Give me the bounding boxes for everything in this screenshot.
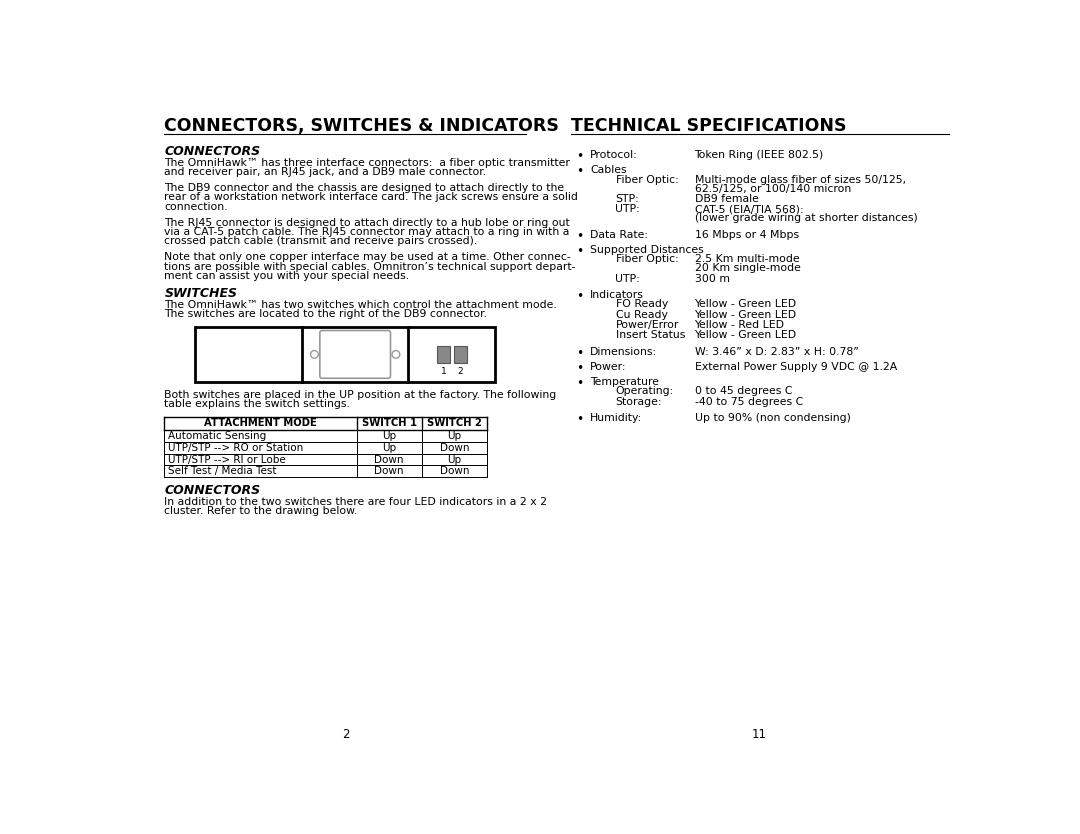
Text: The switches are located to the right of the DB9 connector.: The switches are located to the right of… (164, 309, 487, 319)
Text: -40 to 75 degrees C: -40 to 75 degrees C (694, 396, 802, 406)
Text: cluster. Refer to the drawing below.: cluster. Refer to the drawing below. (164, 506, 357, 516)
Text: 1: 1 (441, 367, 446, 375)
Text: Power/Error: Power/Error (616, 319, 679, 329)
Text: CONNECTORS: CONNECTORS (164, 484, 260, 496)
Text: Storage:: Storage: (616, 396, 662, 406)
Text: 11: 11 (752, 727, 767, 741)
Text: 2.5 Km multi-mode: 2.5 Km multi-mode (694, 254, 799, 264)
Text: The OmniHawk™ has two switches which control the attachment mode.: The OmniHawk™ has two switches which con… (164, 300, 557, 310)
Circle shape (311, 350, 319, 359)
Text: UTP:: UTP: (616, 204, 640, 214)
Text: Token Ring (IEEE 802.5): Token Ring (IEEE 802.5) (694, 150, 824, 160)
Text: Note that only one copper interface may be used at a time. Other connec-: Note that only one copper interface may … (164, 252, 571, 262)
Text: •: • (577, 413, 583, 426)
Text: 2: 2 (341, 727, 349, 741)
Text: Humidity:: Humidity: (590, 413, 643, 423)
Circle shape (392, 350, 400, 359)
Bar (437, 346, 449, 363)
Text: Down: Down (375, 455, 404, 465)
Text: •: • (577, 362, 583, 374)
Text: Yellow - Green LED: Yellow - Green LED (694, 330, 797, 340)
Text: 62.5/125, or 100/140 micron: 62.5/125, or 100/140 micron (694, 183, 851, 193)
Text: Down: Down (375, 466, 404, 476)
Text: STP:: STP: (616, 194, 639, 204)
Text: Power:: Power: (590, 362, 626, 372)
Text: via a CAT-5 patch cable. The RJ45 connector may attach to a ring in with a: via a CAT-5 patch cable. The RJ45 connec… (164, 227, 570, 237)
Text: 0 to 45 degrees C: 0 to 45 degrees C (694, 386, 792, 396)
Text: UTP:: UTP: (616, 274, 640, 284)
Text: 16 Mbps or 4 Mbps: 16 Mbps or 4 Mbps (694, 230, 799, 240)
Text: Supported Distances: Supported Distances (590, 245, 704, 255)
Text: The OmniHawk™ has three interface connectors:  a fiber optic transmitter: The OmniHawk™ has three interface connec… (164, 158, 570, 168)
Text: •: • (577, 165, 583, 178)
Text: Temperature: Temperature (590, 377, 659, 387)
Text: Operating:: Operating: (616, 386, 674, 396)
Text: Data Rate:: Data Rate: (590, 230, 648, 240)
Text: Down: Down (440, 443, 469, 453)
Text: Down: Down (440, 466, 469, 476)
Text: 20 Km single-mode: 20 Km single-mode (694, 264, 800, 274)
FancyBboxPatch shape (320, 330, 391, 379)
Text: (lower grade wiring at shorter distances): (lower grade wiring at shorter distances… (694, 214, 917, 224)
Text: connection.: connection. (164, 202, 228, 212)
Text: Cables: Cables (590, 165, 626, 175)
Text: CONNECTORS, SWITCHES & INDICATORS: CONNECTORS, SWITCHES & INDICATORS (164, 117, 559, 135)
Text: rear of a workstation network interface card. The jack screws ensure a solid: rear of a workstation network interface … (164, 193, 578, 203)
Text: Fiber Optic:: Fiber Optic: (616, 254, 678, 264)
Text: Up: Up (447, 455, 461, 465)
Text: DB9 female: DB9 female (694, 194, 758, 204)
Text: ATTACHMENT MODE: ATTACHMENT MODE (204, 418, 316, 428)
Text: •: • (577, 230, 583, 243)
Text: •: • (577, 346, 583, 359)
Text: Up: Up (447, 430, 461, 440)
Text: and receiver pair, an RJ45 jack, and a DB9 male connector.: and receiver pair, an RJ45 jack, and a D… (164, 167, 487, 177)
Text: •: • (577, 377, 583, 390)
Text: Both switches are placed in the UP position at the factory. The following: Both switches are placed in the UP posit… (164, 389, 556, 399)
Text: crossed patch cable (transmit and receive pairs crossed).: crossed patch cable (transmit and receiv… (164, 236, 477, 246)
Text: SWITCH 1: SWITCH 1 (362, 418, 417, 428)
Text: The DB9 connector and the chassis are designed to attach directly to the: The DB9 connector and the chassis are de… (164, 183, 565, 193)
Text: Cu Ready: Cu Ready (616, 309, 667, 319)
Text: CAT-5 (EIA/TIA 568):: CAT-5 (EIA/TIA 568): (694, 204, 804, 214)
Text: •: • (577, 290, 583, 303)
Text: Indicators: Indicators (590, 290, 644, 300)
Text: UTP/STP --> RO or Station: UTP/STP --> RO or Station (167, 443, 302, 453)
Text: Dimensions:: Dimensions: (590, 346, 657, 356)
Text: TECHNICAL SPECIFICATIONS: TECHNICAL SPECIFICATIONS (570, 117, 846, 135)
Text: •: • (577, 245, 583, 258)
Text: Multi-mode glass fiber of sizes 50/125,: Multi-mode glass fiber of sizes 50/125, (694, 174, 906, 184)
Text: In addition to the two switches there are four LED indicators in a 2 x 2: In addition to the two switches there ar… (164, 497, 548, 507)
Text: Yellow - Green LED: Yellow - Green LED (694, 299, 797, 309)
Text: FO Ready: FO Ready (616, 299, 667, 309)
Text: Insert Status: Insert Status (616, 330, 685, 340)
Text: Fiber Optic:: Fiber Optic: (616, 174, 678, 184)
Text: External Power Supply 9 VDC @ 1.2A: External Power Supply 9 VDC @ 1.2A (694, 362, 896, 372)
Text: •: • (577, 150, 583, 163)
Text: Yellow - Green LED: Yellow - Green LED (694, 309, 797, 319)
Bar (455, 346, 467, 363)
Text: Self Test / Media Test: Self Test / Media Test (167, 466, 276, 476)
Text: Up to 90% (non condensing): Up to 90% (non condensing) (694, 413, 850, 423)
Bar (195, 327, 496, 382)
Text: ment can assist you with your special needs.: ment can assist you with your special ne… (164, 271, 409, 281)
Text: 2: 2 (458, 367, 463, 375)
Text: Automatic Sensing: Automatic Sensing (167, 430, 266, 440)
Text: 300 m: 300 m (694, 274, 730, 284)
Text: SWITCH 2: SWITCH 2 (427, 418, 482, 428)
Text: UTP/STP --> RI or Lobe: UTP/STP --> RI or Lobe (167, 455, 285, 465)
Text: table explains the switch settings.: table explains the switch settings. (164, 399, 350, 409)
Text: tions are possible with special cables. Omnitron’s technical support depart-: tions are possible with special cables. … (164, 262, 576, 272)
Text: Protocol:: Protocol: (590, 150, 637, 160)
Text: Yellow - Red LED: Yellow - Red LED (694, 319, 784, 329)
Text: Up: Up (382, 430, 396, 440)
Text: CONNECTORS: CONNECTORS (164, 145, 260, 158)
Text: Up: Up (382, 443, 396, 453)
Text: The RJ45 connector is designed to attach directly to a hub lobe or ring out: The RJ45 connector is designed to attach… (164, 218, 570, 228)
Text: SWITCHES: SWITCHES (164, 287, 238, 299)
Text: W: 3.46” x D: 2.83” x H: 0.78”: W: 3.46” x D: 2.83” x H: 0.78” (694, 346, 859, 356)
